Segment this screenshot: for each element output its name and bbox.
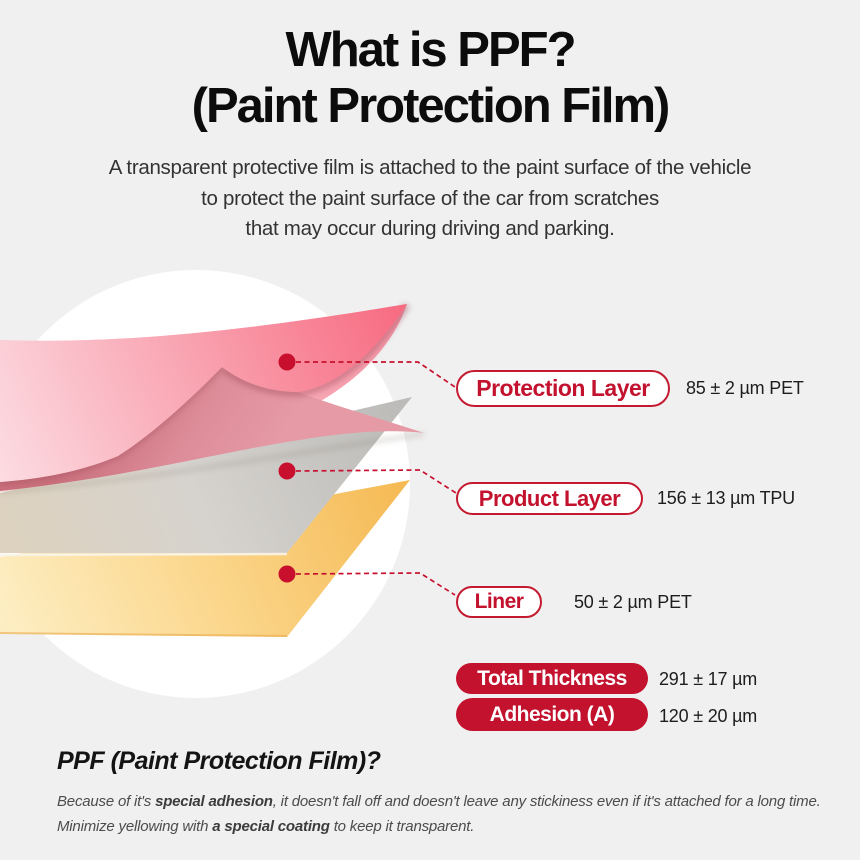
product-layer-label: Product Layer <box>478 485 621 511</box>
callout-line-protection <box>296 361 456 388</box>
liner-label: Liner <box>474 590 524 613</box>
subtitle-line: that may occur during driving and parkin… <box>245 217 615 240</box>
protection-layer-spec: 85 ± 2 µm PET <box>686 378 804 398</box>
subtitle-line: to protect the paint surface of the car … <box>201 186 659 210</box>
adhesion-value: 120 ± 20 µm <box>659 706 758 726</box>
subtitle-line: A transparent protective film is attache… <box>108 156 752 179</box>
protection-layer-flap-shape <box>0 304 407 482</box>
footer-line-1-pre: Because of it's <box>57 793 156 810</box>
protection-layer-label: Protection Layer <box>476 375 650 401</box>
footer-line-1-bold: special adhesion <box>155 793 273 810</box>
page-title: What is PPF? (Paint Protection Film) <box>0 22 860 134</box>
sheet-separation-highlight <box>0 552 288 557</box>
total-thickness-value: 291 ± 17 µm <box>659 669 758 689</box>
footer-line-2-post: to keep it transparent. <box>329 818 475 835</box>
total-thickness-badge: Total Thickness <box>456 663 648 694</box>
footer-heading: PPF (Paint Protection Film)? <box>57 747 381 775</box>
protection-layer-curl-shape <box>0 367 424 491</box>
footer-line-1: Because of it's special adhesion, it doe… <box>57 793 821 810</box>
adhesion-label: Adhesion (A) <box>489 702 615 726</box>
total-thickness-label: Total Thickness <box>477 666 627 690</box>
liner-bottom-edge <box>0 632 288 637</box>
footer-line-2: Minimize yellowing with a special coatin… <box>57 818 474 835</box>
callout-dot-protection <box>278 353 296 371</box>
footer-line-1-post: , it doesn't fall off and doesn't leave … <box>272 793 821 810</box>
pink-sheet-shadow <box>0 432 425 494</box>
liner-spec: 50 ± 2 µm PET <box>574 592 692 612</box>
liner-badge: Liner <box>456 586 542 618</box>
product-layer-spec: 156 ± 13 µm TPU <box>657 488 795 508</box>
adhesion-badge: Adhesion (A) <box>456 698 648 731</box>
callout-dot-product <box>278 462 296 480</box>
product-layer-badge: Product Layer <box>456 482 643 515</box>
footer-line-2-bold: a special coating <box>212 818 330 835</box>
flap-edge-shadow <box>221 303 410 397</box>
footer-line-2-pre: Minimize yellowing with <box>57 818 213 835</box>
protection-layer-badge: Protection Layer <box>456 370 670 407</box>
title-line-2: (Paint Protection Film) <box>191 79 671 133</box>
callout-dot-liner <box>278 565 296 583</box>
title-line-1: What is PPF? <box>285 23 576 77</box>
page-subtitle: A transparent protective film is attache… <box>0 153 860 245</box>
